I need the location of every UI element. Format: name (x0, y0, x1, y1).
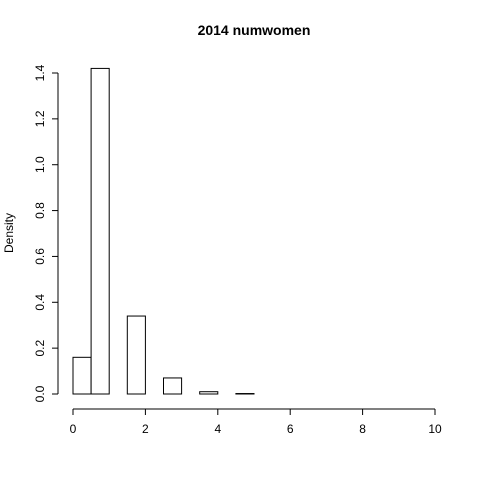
y-tick-label: 0.2 (33, 339, 47, 356)
y-tick-label: 1.2 (33, 110, 47, 127)
y-tick-label: 0.0 (33, 385, 47, 402)
y-tick-label: 0.8 (33, 202, 47, 219)
x-tick-label: 0 (70, 422, 77, 436)
histogram-bar (126, 315, 146, 395)
y-axis-label: Density (2, 213, 16, 253)
histogram-bar (90, 67, 110, 395)
x-axis: 0 2 4 6 8 10 (70, 408, 442, 436)
y-tick-label: 1.4 (33, 64, 47, 81)
x-tick-label: 6 (287, 422, 294, 436)
y-axis: 0.0 0.2 0.4 0.6 0.8 1.0 1.2 1.4 (33, 64, 59, 402)
histogram-bar (72, 356, 92, 395)
bars-group (72, 67, 255, 395)
x-tick-label: 2 (142, 422, 149, 436)
y-tick-label: 0.4 (33, 294, 47, 311)
y-tick-label: 0.6 (33, 248, 47, 265)
y-tick-label: 1.0 (33, 156, 47, 173)
histogram-bar (199, 391, 219, 395)
x-tick-label: 4 (214, 422, 221, 436)
chart-title: 2014 numwomen (198, 22, 311, 38)
x-tick-label: 10 (428, 422, 442, 436)
x-tick-label: 8 (359, 422, 366, 436)
histogram-bar (163, 377, 183, 395)
